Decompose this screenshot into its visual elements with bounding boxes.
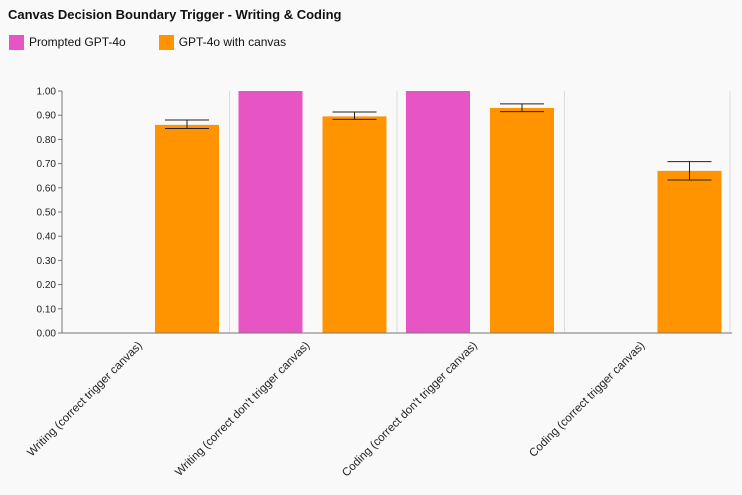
y-tick-label: 0.40 xyxy=(37,232,57,243)
chart-title: Canvas Decision Boundary Trigger - Writi… xyxy=(8,7,342,22)
y-tick-label: 0.10 xyxy=(37,304,57,315)
legend-label-gpt4o-with-canvas: GPT-4o with canvas xyxy=(178,35,287,49)
bar-gpt4o-with-canvas xyxy=(155,124,219,333)
y-tick-label: 0.30 xyxy=(37,256,57,267)
x-category-label: Coding (correct trigger canvas) xyxy=(527,340,647,460)
y-tick-label: 0.80 xyxy=(37,135,57,146)
bar-gpt4o-with-canvas xyxy=(322,116,387,333)
y-tick-label: 0.60 xyxy=(37,183,57,194)
legend-swatch-gpt4o-with-canvas xyxy=(158,34,174,50)
bar-prompted-gpt4o xyxy=(406,91,470,333)
bar-prompted-gpt4o xyxy=(238,91,303,333)
y-tick-label: 0.70 xyxy=(37,159,57,170)
y-tick-label: 0.90 xyxy=(37,111,57,122)
legend-item-gpt4o-with-canvas[interactable]: GPT-4o with canvas xyxy=(158,34,287,50)
bar-gpt4o-with-canvas xyxy=(490,107,554,333)
legend-swatch-prompted-gpt4o xyxy=(9,34,24,50)
legend: Prompted GPT-4o GPT-4o with canvas xyxy=(9,34,286,50)
y-tick-label: 0.50 xyxy=(37,208,57,219)
legend-item-prompted-gpt4o[interactable]: Prompted GPT-4o xyxy=(9,34,126,50)
x-category-label: Writing (correct trigger canvas) xyxy=(25,340,145,460)
y-tick-label: 1.00 xyxy=(37,87,57,98)
x-category-label: Coding (correct don't trigger canvas) xyxy=(340,340,480,480)
y-tick-label: 0.00 xyxy=(37,329,57,340)
legend-label-prompted-gpt4o: Prompted GPT-4o xyxy=(29,35,126,49)
bar-gpt4o-with-canvas xyxy=(657,170,722,333)
y-tick-label: 0.20 xyxy=(37,280,57,291)
x-category-label: Writing (correct don't trigger canvas) xyxy=(173,340,312,479)
